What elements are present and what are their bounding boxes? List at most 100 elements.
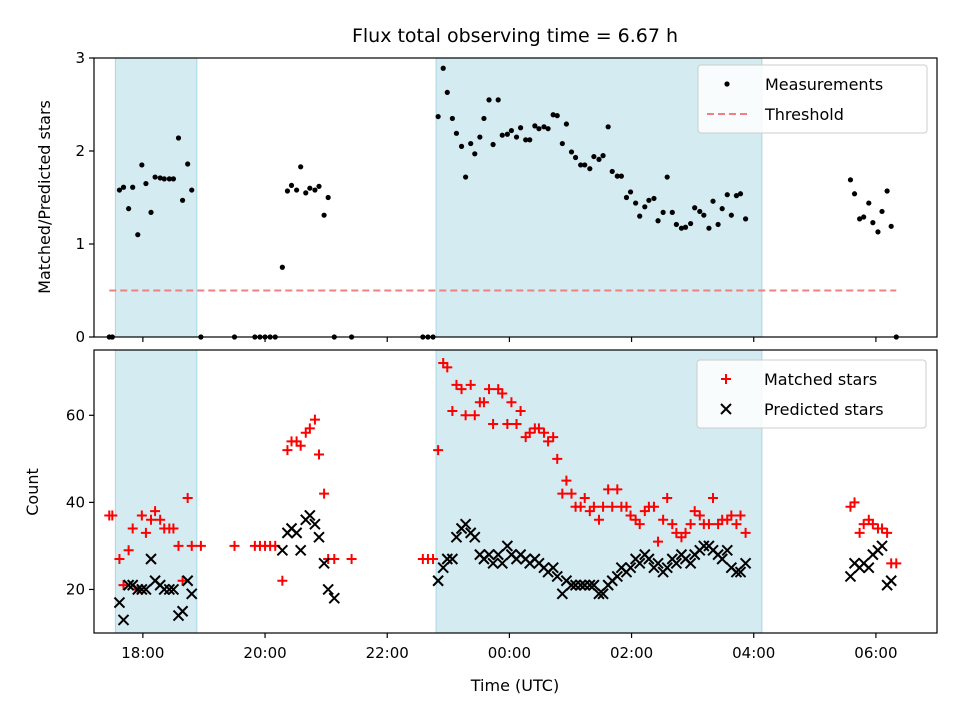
bottom-plus-point-74 bbox=[579, 493, 590, 504]
bottom-plus-point-106 bbox=[726, 510, 737, 521]
top-dot-point-109 bbox=[742, 216, 749, 222]
bottom-plus-point-50 bbox=[469, 410, 480, 421]
top-y-axis-label: Matched/Predicted stars bbox=[35, 100, 54, 294]
top-dot-point-17 bbox=[185, 161, 191, 167]
bottom-plus-point-98 bbox=[689, 506, 700, 517]
bottom-plus-point-71 bbox=[566, 488, 577, 499]
bottom-plus-point-86 bbox=[634, 519, 645, 530]
bottom-x-point-55 bbox=[551, 570, 563, 583]
top-dot-point-67 bbox=[550, 112, 556, 118]
top-panel: 0 1 2 3 Measurements Threshold bbox=[75, 49, 938, 346]
bottom-x-point-32 bbox=[446, 553, 459, 565]
top-dot-point-82 bbox=[618, 173, 624, 179]
bottom-plus-point-32 bbox=[304, 423, 315, 434]
x-axis-label: Time (UTC) bbox=[470, 676, 559, 695]
bottom-x-point-81 bbox=[670, 557, 683, 570]
top-dot-point-15 bbox=[175, 135, 182, 141]
bottom-x-point-15 bbox=[181, 575, 194, 587]
bottom-y-tick-label-2: 60 bbox=[66, 406, 85, 424]
top-dot-point-88 bbox=[646, 197, 652, 203]
bottom-x-point-59 bbox=[569, 579, 582, 591]
bottom-x-point-94 bbox=[730, 566, 743, 578]
bottom-plus-point-78 bbox=[598, 501, 609, 512]
bottom-y-tick-label-0: 20 bbox=[66, 580, 85, 598]
bottom-x-point-68 bbox=[611, 570, 624, 583]
bottom-x-point-54 bbox=[547, 561, 559, 574]
bottom-plus-point-4 bbox=[123, 545, 134, 556]
bottom-legend-label-1: Predicted stars bbox=[764, 400, 884, 419]
top-dot-point-43 bbox=[440, 65, 446, 71]
top-dot-point-56 bbox=[499, 132, 505, 138]
bottom-plus-point-84 bbox=[625, 510, 636, 521]
top-dot-point-51 bbox=[477, 134, 483, 140]
bottom-plus-point-3 bbox=[118, 580, 129, 591]
bottom-plus-point-62 bbox=[524, 427, 535, 438]
top-dot-point-42 bbox=[435, 113, 441, 120]
bottom-legend-marker-0 bbox=[721, 374, 731, 384]
bottom-plus-point-65 bbox=[539, 427, 550, 438]
bottom-series-matched-stars bbox=[104, 358, 902, 595]
top-dot-point-71 bbox=[568, 149, 575, 155]
bottom-x-point-64 bbox=[593, 588, 605, 600]
top-dot-point-72 bbox=[572, 154, 579, 161]
bottom-panel: 20 40 60 18:00 20:00 22:00 00:00 02:00 04:00 06:0… bbox=[66, 349, 938, 662]
top-y-tick-label-2: 2 bbox=[75, 142, 85, 160]
bottom-plus-point-17 bbox=[182, 493, 193, 504]
bottom-legend: Matched stars Predicted stars bbox=[696, 359, 927, 429]
bottom-x-point-41 bbox=[487, 557, 499, 570]
top-dot-point-52 bbox=[481, 115, 487, 122]
bottom-x-point-27 bbox=[322, 583, 334, 596]
top-dot-point-87 bbox=[642, 204, 648, 210]
top-dot-point-32 bbox=[307, 185, 313, 191]
bottom-x-point-77 bbox=[652, 557, 664, 570]
top-dot-point-70 bbox=[563, 121, 570, 127]
bottom-plus-point-48 bbox=[460, 410, 471, 421]
top-dot-point-90 bbox=[655, 218, 661, 224]
top-y-tick-label-3: 3 bbox=[75, 49, 85, 67]
top-dot-point-12 bbox=[161, 176, 167, 182]
bottom-x-point-84 bbox=[684, 557, 697, 570]
bottom-plus-point-67 bbox=[548, 432, 559, 443]
top-legend-label-1: Threshold bbox=[764, 105, 844, 124]
top-dot-point-77 bbox=[596, 156, 602, 162]
top-dot-point-93 bbox=[669, 209, 675, 215]
bottom-x-point-87 bbox=[698, 540, 710, 552]
bottom-plus-point-5 bbox=[127, 523, 138, 534]
bottom-plus-point-44 bbox=[442, 362, 453, 373]
top-dot-point-95 bbox=[678, 225, 685, 231]
top-y-tick-label-0: 0 bbox=[75, 328, 85, 346]
top-dot-point-35 bbox=[321, 212, 327, 218]
bottom-x-point-79 bbox=[661, 561, 673, 574]
top-dot-point-83 bbox=[623, 194, 630, 201]
bottom-plus-point-38 bbox=[346, 553, 357, 564]
top-dot-point-18 bbox=[189, 187, 195, 193]
top-dot-point-73 bbox=[578, 162, 584, 168]
bottom-x-point-11 bbox=[163, 583, 176, 596]
bottom-x-point-96 bbox=[739, 557, 752, 570]
bottom-plus-point-69 bbox=[557, 488, 568, 499]
top-dot-point-74 bbox=[582, 162, 588, 168]
bottom-x-point-6 bbox=[140, 583, 152, 596]
bottom-plus-point-9 bbox=[146, 514, 157, 525]
bottom-plus-point-66 bbox=[543, 436, 554, 447]
bottom-plus-point-20 bbox=[229, 540, 240, 551]
bottom-plus-point-117 bbox=[877, 523, 888, 534]
top-dot-point-62 bbox=[527, 137, 533, 143]
bottom-plus-point-26 bbox=[277, 575, 288, 586]
top-dot-point-99 bbox=[697, 208, 703, 215]
top-dot-point-11 bbox=[157, 175, 163, 181]
bottom-plus-point-16 bbox=[177, 575, 188, 586]
x-tick-label-4: 02:00 bbox=[610, 644, 653, 662]
bottom-x-point-37 bbox=[469, 531, 481, 543]
bottom-x-point-62 bbox=[584, 579, 596, 591]
bottom-x-point-58 bbox=[565, 579, 578, 591]
bottom-plus-point-97 bbox=[685, 519, 696, 530]
bottom-plus-point-112 bbox=[854, 527, 865, 538]
top-dot-point-9 bbox=[148, 209, 154, 215]
top-dot-point-92 bbox=[664, 174, 670, 180]
top-dot-point-113 bbox=[861, 214, 867, 220]
top-dot-point-60 bbox=[517, 125, 524, 131]
bottom-x-point-29 bbox=[432, 575, 444, 587]
bottom-plus-point-76 bbox=[588, 501, 599, 512]
bottom-plus-point-19 bbox=[195, 540, 206, 551]
